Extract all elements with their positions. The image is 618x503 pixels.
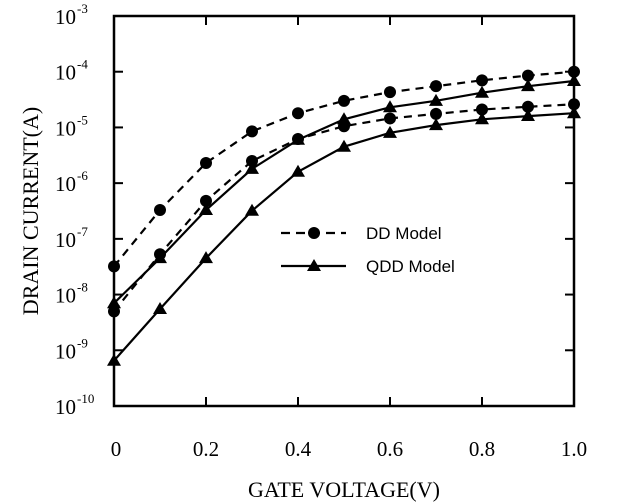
- data-point-triangle: [383, 125, 397, 138]
- data-point-circle: [154, 203, 166, 216]
- x-tick-label: 1.0: [561, 437, 587, 461]
- data-point-circle: [384, 112, 396, 125]
- y-tick-label: 10-3: [55, 1, 88, 29]
- y-tick-label: 10-4: [55, 57, 88, 85]
- y-tick-exponent: -5: [77, 112, 88, 127]
- data-point-circle: [430, 80, 442, 93]
- x-tick-label: 0.6: [377, 437, 403, 461]
- x-tick-label: 0.2: [193, 437, 219, 461]
- y-tick-label: 10-6: [55, 168, 88, 196]
- data-point-circle: [246, 125, 258, 138]
- data-point-circle: [476, 74, 488, 87]
- data-point-triangle: [245, 161, 259, 174]
- legend-qdd-marker: [307, 259, 321, 271]
- data-point-triangle: [245, 203, 259, 216]
- y-tick-exponent: -8: [77, 280, 88, 295]
- data-point-circle: [568, 98, 580, 111]
- plot-frame-group: [112, 14, 576, 408]
- data-point-triangle: [153, 251, 167, 264]
- legend-dd-marker: [308, 227, 320, 239]
- x-axis-label: GATE VOLTAGE(V): [248, 477, 440, 502]
- y-tick-exponent: -6: [77, 168, 88, 183]
- series-line: [113, 103, 575, 312]
- data-point-circle: [568, 65, 580, 78]
- y-tick-label: 10-9: [55, 335, 88, 363]
- legend: DD Model QDD Model: [281, 224, 455, 276]
- x-tick-label: 0.8: [469, 437, 495, 461]
- data-point-triangle: [567, 74, 581, 87]
- y-tick-label: 10-7: [55, 224, 88, 252]
- data-point-circle: [430, 107, 442, 120]
- data-point-triangle: [567, 106, 581, 119]
- y-tick-exponent: -3: [77, 1, 88, 16]
- data-point-triangle: [337, 112, 351, 125]
- y-tick-exponent: -4: [77, 57, 88, 72]
- series-dd-1: [108, 98, 580, 318]
- series-layer: [107, 65, 581, 366]
- data-point-circle: [476, 103, 488, 116]
- data-point-triangle: [107, 353, 121, 366]
- data-point-circle: [384, 86, 396, 99]
- y-tick-label: 10-8: [55, 280, 88, 308]
- data-point-circle: [108, 305, 120, 318]
- y-axis-label: DRAIN CURRENT(A): [18, 107, 43, 315]
- data-point-triangle: [107, 296, 121, 309]
- data-point-circle: [246, 154, 258, 167]
- data-point-circle: [338, 94, 350, 107]
- data-point-triangle: [521, 79, 535, 92]
- series-dd-0: [108, 65, 580, 273]
- y-tick-labels: 10-10 10-9 10-8 10-7 10-6 10-5 10-4 10-3: [55, 1, 94, 419]
- data-point-circle: [200, 194, 212, 207]
- data-point-triangle: [429, 93, 443, 106]
- legend-dd-label: DD Model: [366, 224, 442, 243]
- data-point-triangle: [153, 302, 167, 315]
- legend-qdd-label: QDD Model: [366, 257, 455, 276]
- y-tick-label: 10-10: [55, 391, 94, 419]
- series-qdd-2: [107, 74, 581, 309]
- data-point-triangle: [429, 118, 443, 131]
- data-point-circle: [522, 69, 534, 82]
- data-point-triangle: [521, 109, 535, 122]
- axis-ticks: [113, 15, 575, 407]
- y-tick-exponent: -7: [77, 224, 88, 239]
- y-tick-exponent: -10: [77, 391, 94, 406]
- data-point-triangle: [291, 164, 305, 177]
- data-point-triangle: [337, 139, 351, 152]
- plot-frame: [112, 14, 576, 408]
- series-qdd-3: [107, 106, 581, 366]
- x-tick-label: 0.4: [285, 437, 312, 461]
- x-tick-label: 0: [111, 437, 122, 461]
- series-line: [113, 70, 575, 268]
- data-point-triangle: [383, 100, 397, 113]
- data-point-triangle: [475, 112, 489, 125]
- data-point-circle: [522, 100, 534, 113]
- data-point-circle: [108, 260, 120, 273]
- data-point-triangle: [199, 251, 213, 264]
- data-point-circle: [200, 156, 212, 169]
- data-point-triangle: [475, 85, 489, 98]
- data-point-triangle: [199, 202, 213, 215]
- data-point-circle: [292, 107, 304, 120]
- y-tick-label: 10-5: [55, 112, 88, 140]
- x-tick-labels: 0 0.2 0.4 0.6 0.8 1.0: [111, 437, 587, 461]
- y-tick-exponent: -9: [77, 335, 88, 350]
- data-point-triangle: [291, 132, 305, 145]
